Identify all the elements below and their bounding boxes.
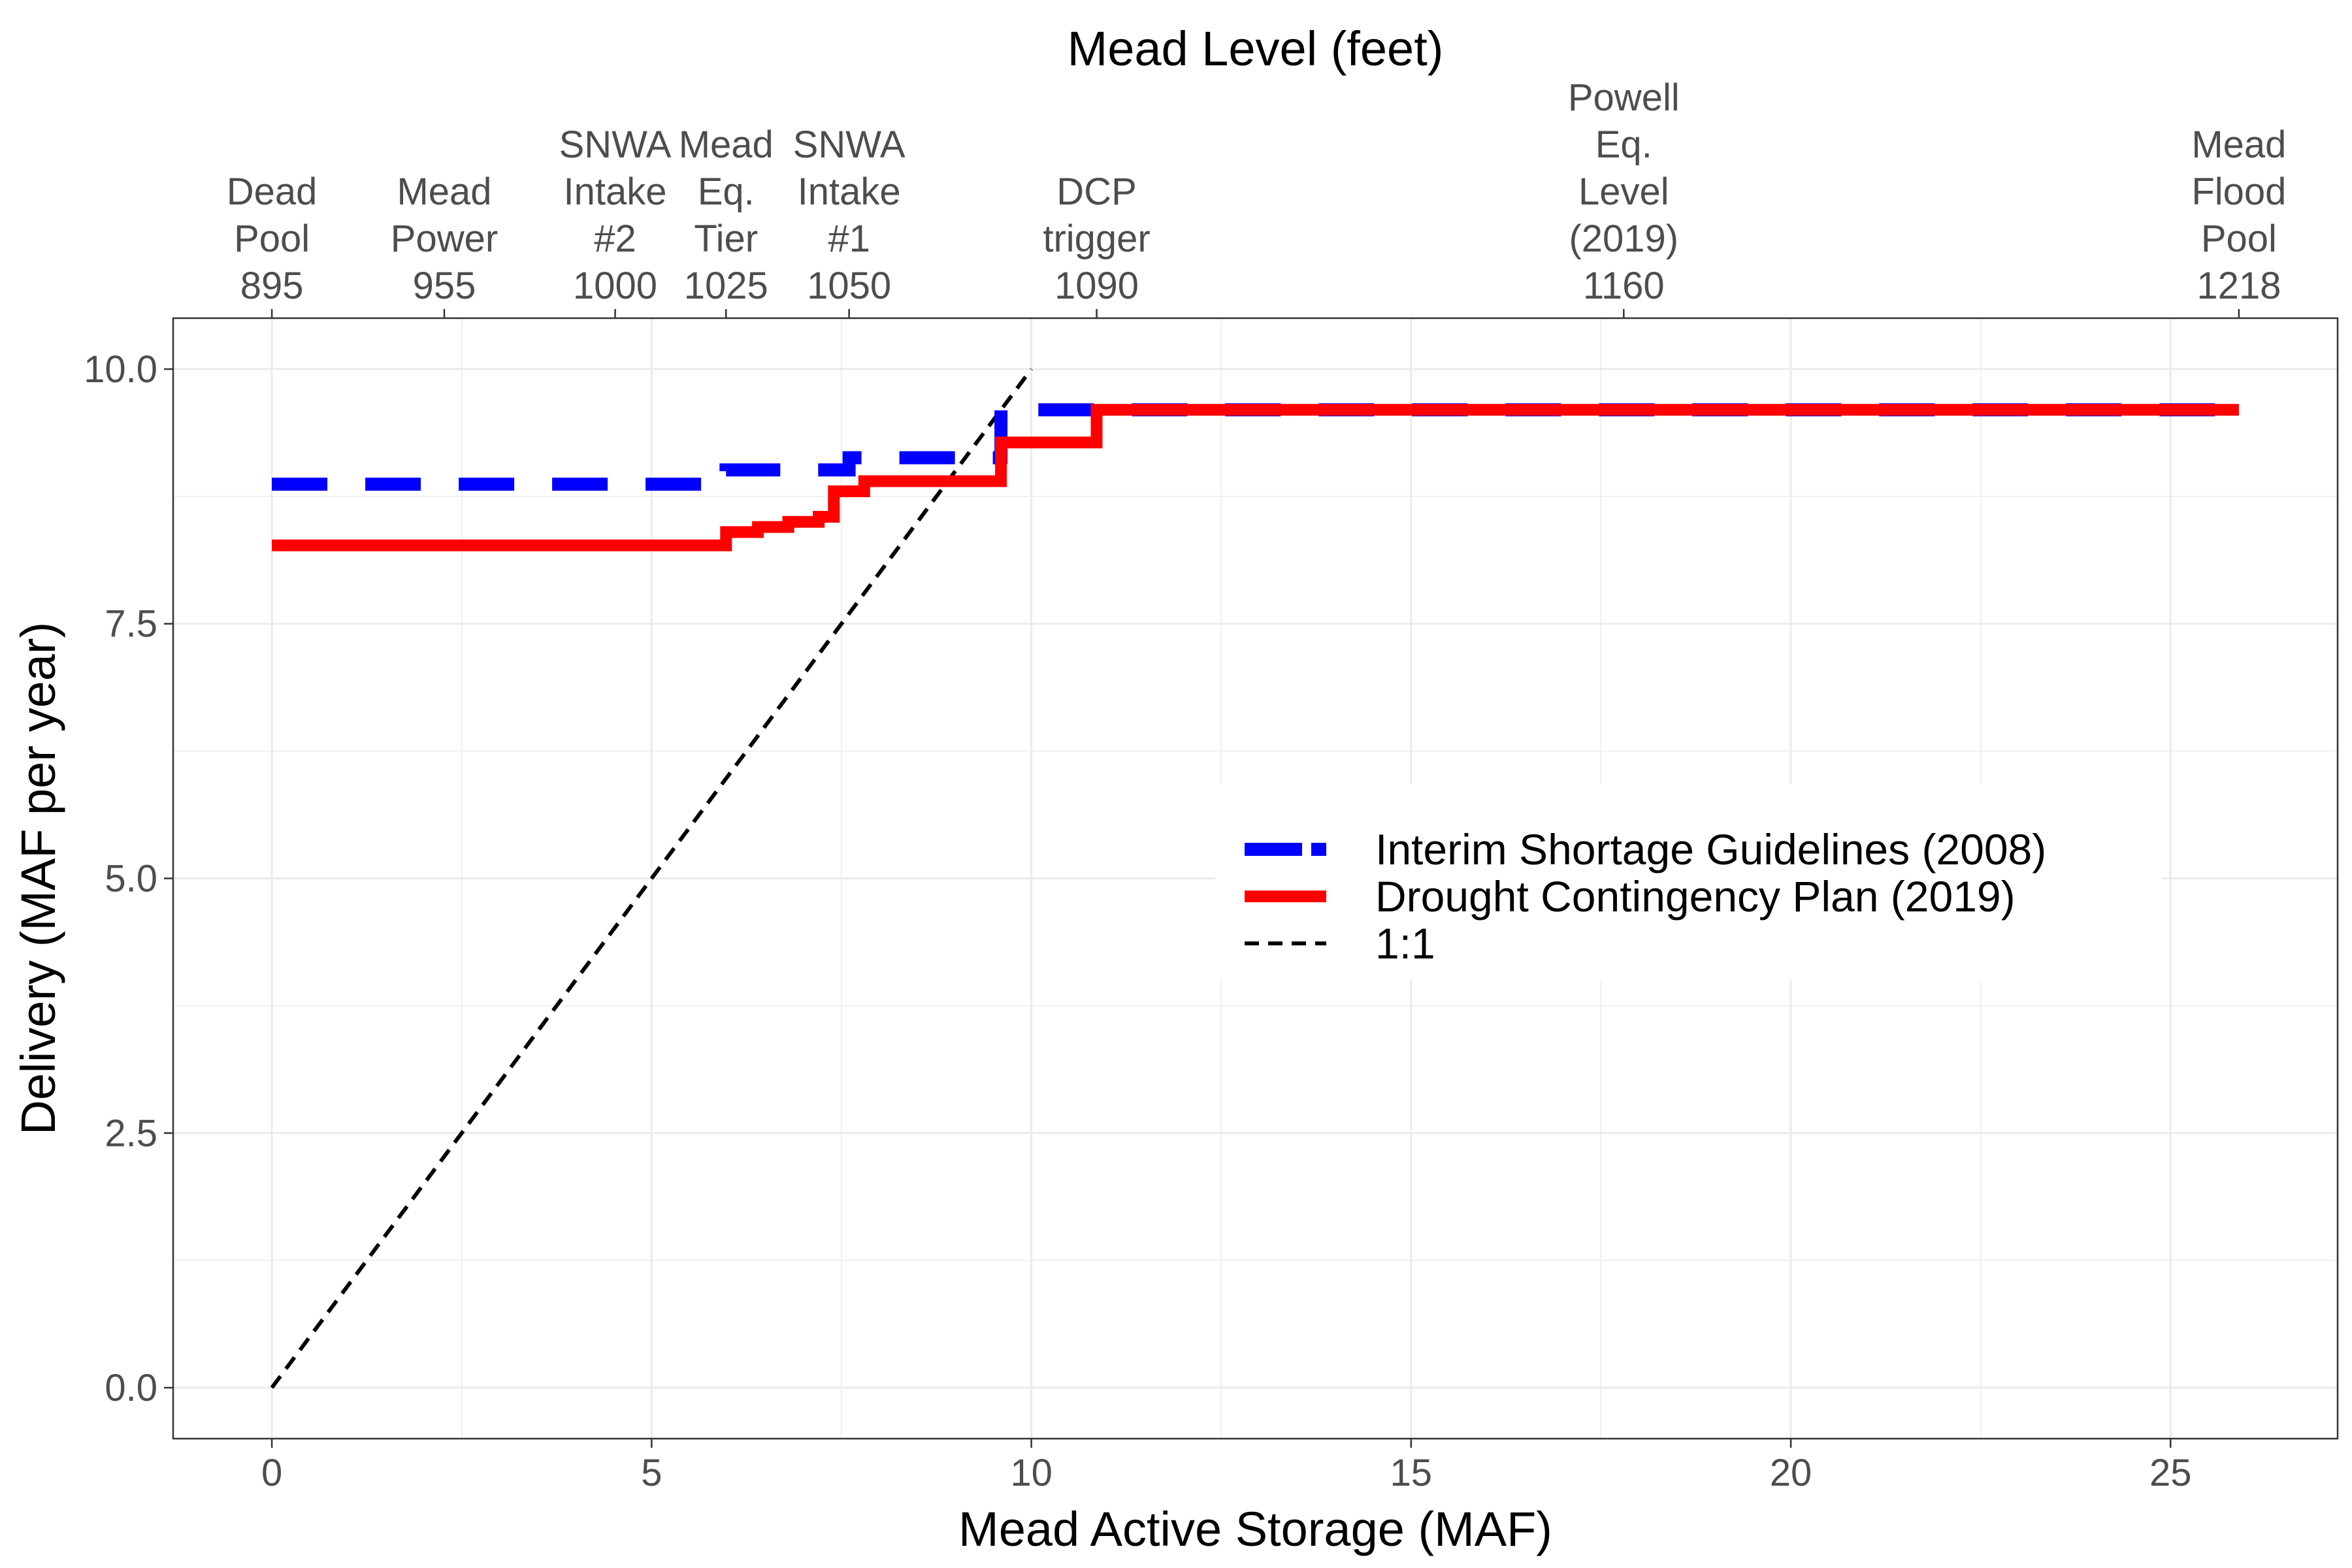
series-line-3 xyxy=(270,368,1034,1389)
top-tick-label: DCP xyxy=(1056,171,1136,213)
x-tick-label: 25 xyxy=(2149,1452,2192,1494)
axis-ticks: 0 5 10 15 20 25 0.0 2.5 5.0 7.5 10.0 xyxy=(84,348,2191,1494)
top-tick-label: 1160 xyxy=(1583,265,1665,307)
top-axis-title: Mead Level (feet) xyxy=(1068,22,1444,76)
y-tick-label: 5.0 xyxy=(105,858,157,900)
x-tick-label: 15 xyxy=(1390,1452,1433,1494)
top-tick-label: Intake xyxy=(798,171,901,213)
top-tick-label: Dead xyxy=(227,171,318,213)
legend-label-2: Drought Contingency Plan (2019) xyxy=(1375,872,2016,921)
top-tick-label: Mead xyxy=(2191,123,2286,166)
y-tick-label: 2.5 xyxy=(105,1112,157,1154)
top-tick-label: 895 xyxy=(240,265,304,307)
top-tick-label: Tier xyxy=(694,218,758,260)
x-axis-title: Mead Active Storage (MAF) xyxy=(958,1502,1552,1556)
top-tick-label: 1000 xyxy=(573,265,657,307)
top-tick-label: (2019) xyxy=(1569,218,1678,260)
x-tick-label: 20 xyxy=(1770,1452,1812,1494)
legend-background xyxy=(1215,784,2163,980)
top-tick-label: Intake xyxy=(564,171,667,213)
top-tick-label: Power xyxy=(391,218,498,260)
top-tick-label: #2 xyxy=(594,218,636,260)
top-tick-label: Pool xyxy=(234,218,310,260)
top-tick-label: 1050 xyxy=(807,265,891,307)
legend-label-3: 1:1 xyxy=(1375,919,1435,968)
top-tick-label: SNWA xyxy=(793,123,906,166)
series-lines xyxy=(270,368,2239,1389)
top-axis: Dead Pool 895 Mead Power 955 SNWA Intake #2 1000 M… xyxy=(227,76,2286,318)
legend-label-1: Interim Shortage Guidelines (2008) xyxy=(1375,825,2046,874)
x-tick-label: 0 xyxy=(261,1452,282,1494)
x-tick-label: 10 xyxy=(1010,1452,1053,1494)
top-tick-label: 1090 xyxy=(1054,265,1139,307)
top-tick-label: SNWA xyxy=(559,123,672,166)
top-tick-label: Level xyxy=(1578,171,1669,213)
x-tick-label: 5 xyxy=(641,1452,662,1494)
top-tick-label: 1025 xyxy=(684,265,768,307)
y-tick-label: 10.0 xyxy=(84,348,157,391)
top-tick-label: 955 xyxy=(413,265,476,307)
y-tick-label: 7.5 xyxy=(105,603,157,645)
top-tick-label: trigger xyxy=(1043,218,1150,260)
top-tick-label: #1 xyxy=(828,218,870,260)
y-axis-title: Delivery (MAF per year) xyxy=(11,622,65,1135)
top-tick-label: Mead xyxy=(679,123,774,166)
top-tick-label: Mead xyxy=(397,171,491,213)
legend: Interim Shortage Guidelines (2008)Drough… xyxy=(1215,784,2163,980)
top-tick-label: Pool xyxy=(2201,218,2277,260)
top-tick-label: Flood xyxy=(2191,171,2286,213)
y-tick-label: 0.0 xyxy=(105,1367,157,1409)
series-line-1 xyxy=(272,403,2239,491)
top-tick-label: Eq. xyxy=(698,171,755,213)
top-tick-label: Powell xyxy=(1568,76,1680,119)
top-tick-label: 1218 xyxy=(2197,265,2281,307)
series-line-2 xyxy=(272,404,2239,551)
top-tick-label: Eq. xyxy=(1595,123,1652,166)
